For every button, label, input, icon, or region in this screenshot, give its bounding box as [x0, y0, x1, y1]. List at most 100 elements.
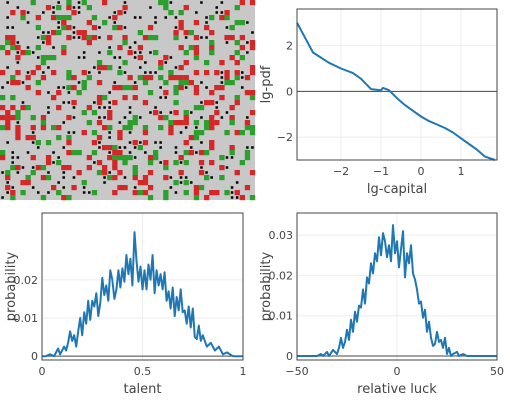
heatmap-cell-red: [112, 85, 118, 91]
heatmap-cell-agent: [98, 146, 101, 149]
heatmap-cell-green: [147, 90, 154, 96]
heatmap-cell-agent: [47, 91, 50, 94]
heatmap-cell-green: [142, 125, 149, 131]
heatmap-cell-agent: [138, 51, 142, 54]
heatmap-cell-red: [219, 15, 225, 21]
heatmap-cell-agent: [57, 86, 60, 89]
heatmap-cell-green: [132, 115, 138, 121]
heatmap-cell-agent: [195, 126, 198, 129]
heatmap-cell-agent: [159, 146, 162, 149]
heatmap-cell-red: [61, 50, 67, 56]
heatmap-cell-agent: [62, 101, 66, 104]
heatmap-cell-agent: [195, 151, 198, 154]
heatmap-cell-agent: [103, 116, 106, 119]
heatmap-cell-red: [209, 140, 215, 146]
heatmap-cell-red: [183, 75, 189, 81]
heatmap-cell-agent: [98, 26, 101, 29]
heatmap-cell-red: [112, 150, 118, 156]
heatmap-cell-agent: [174, 66, 178, 69]
heatmap-cell-red: [15, 135, 21, 141]
heatmap-cell-agent: [26, 151, 30, 154]
heatmap-cell-red: [25, 180, 31, 186]
heatmap-cell-red: [214, 70, 220, 76]
heatmap-cell-green: [163, 5, 169, 11]
heatmap-cell-agent: [26, 11, 30, 14]
heatmap-cell-red: [239, 45, 245, 51]
heatmap-cell-red: [163, 160, 169, 166]
heatmap-cell-red: [188, 150, 194, 156]
heatmap-cell-green: [183, 80, 189, 86]
heatmap-cell-agent: [215, 106, 219, 109]
heatmap-cell-agent: [26, 46, 30, 49]
heatmap-cell-green: [158, 75, 164, 81]
heatmap-cell-green: [122, 155, 128, 161]
heatmap-cell-green: [40, 120, 47, 126]
heatmap-cell-agent: [113, 56, 117, 59]
heatmap-cell-red: [209, 115, 215, 121]
heatmap-cell-red: [81, 30, 87, 36]
series-line: [297, 224, 497, 357]
heatmap-cell-red: [51, 185, 57, 191]
heatmap-cell-green: [193, 105, 200, 111]
heatmap-cell-green: [229, 25, 235, 31]
heatmap-cell-red: [188, 135, 194, 141]
heatmap-cell-green: [183, 150, 189, 156]
heatmap-cell-agent: [200, 1, 203, 4]
heatmap-cell-red: [127, 50, 133, 56]
heatmap-cell-red: [117, 135, 123, 141]
heatmap-cell-red: [198, 170, 205, 176]
heatmap-cell-agent: [225, 156, 229, 159]
heatmap-cell-red: [20, 180, 26, 186]
heatmap-cell-green: [91, 190, 98, 196]
heatmap-cell-red: [61, 165, 67, 171]
heatmap-cell-agent: [42, 11, 45, 14]
heatmap-cell-red: [40, 125, 47, 131]
heatmap-cell-agent: [210, 176, 213, 179]
heatmap-cell-red: [107, 145, 113, 151]
y-axis-label: probability: [4, 252, 19, 322]
heatmap-cell-red: [214, 85, 220, 91]
heatmap-cell-red: [204, 100, 210, 106]
heatmap-cell-red: [122, 5, 128, 11]
x-tick-label: 0: [39, 365, 46, 378]
heatmap-cell-green: [107, 65, 113, 71]
heatmap-cell-red: [219, 95, 225, 101]
heatmap-cell-agent: [108, 46, 111, 49]
heatmap-cell-agent: [169, 111, 173, 114]
heatmap-cell-red: [45, 35, 52, 41]
heatmap-cell-red: [66, 25, 72, 31]
heatmap-cell-green: [15, 115, 21, 121]
heatmap-cell-green: [198, 185, 205, 191]
heatmap-cell-green: [20, 15, 26, 21]
heatmap-cell-green: [45, 175, 52, 181]
heatmap-cell-green: [127, 120, 133, 126]
heatmap-cell-agent: [98, 141, 101, 144]
heatmap-cell-agent: [200, 116, 203, 119]
heatmap-cell-green: [30, 115, 36, 121]
heatmap-cell-agent: [108, 91, 111, 94]
heatmap-cell-red: [117, 150, 123, 156]
heatmap-cell-red: [30, 155, 36, 161]
heatmap-cell-red: [10, 190, 16, 196]
heatmap-cell-agent: [144, 71, 147, 74]
heatmap-cell-red: [142, 190, 149, 196]
heatmap-cell-green: [239, 160, 245, 166]
heatmap-cell-red: [183, 140, 189, 146]
heatmap-cell-green: [56, 5, 62, 11]
heatmap-cell-red: [142, 175, 149, 181]
heatmap-cell-red: [168, 75, 174, 81]
heatmap-cell-agent: [57, 156, 60, 159]
heatmap-cell-agent: [123, 71, 127, 74]
heatmap-cell-agent: [77, 6, 81, 9]
heatmap-cell-red: [10, 40, 16, 46]
heatmap-cell-green: [183, 110, 189, 116]
heatmap-cell-agent: [6, 16, 9, 19]
heatmap-cell-red: [66, 35, 72, 41]
heatmap-cell-agent: [21, 101, 25, 104]
y-tick-label: 2: [286, 40, 293, 53]
heatmap-cell-red: [86, 105, 92, 111]
heatmap-cell-agent: [149, 51, 152, 54]
heatmap-cell-agent: [118, 56, 122, 59]
heatmap-cell-agent: [195, 11, 198, 14]
heatmap-cell-green: [61, 15, 67, 21]
